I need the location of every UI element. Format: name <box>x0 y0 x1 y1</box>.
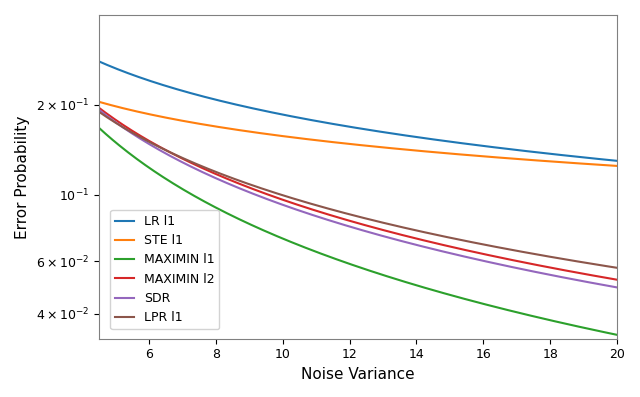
SDR <box>403 240 411 245</box>
MAXIMIN l1 <box>97 127 104 131</box>
LPR l1 <box>403 226 411 231</box>
MAXIMIN l2 <box>403 234 411 239</box>
MAXIMIN l1 <box>402 279 410 284</box>
STE l1 <box>532 158 540 163</box>
LPR l1 <box>97 110 104 115</box>
SDR <box>97 108 104 113</box>
SDR <box>402 240 410 245</box>
MAXIMIN l1 <box>564 322 572 327</box>
SDR <box>532 270 540 274</box>
LR l1 <box>412 135 420 139</box>
MAXIMIN l2 <box>412 236 420 241</box>
Legend: LR l1, STE l1, MAXIMIN l1, MAXIMIN l2, SDR, LPR l1: LR l1, STE l1, MAXIMIN l1, MAXIMIN l2, S… <box>110 210 220 329</box>
MAXIMIN l2 <box>564 269 572 274</box>
SDR <box>412 243 420 247</box>
MAXIMIN l2 <box>95 105 102 110</box>
Line: STE l1: STE l1 <box>99 102 617 166</box>
STE l1 <box>95 99 102 104</box>
Line: LR l1: LR l1 <box>99 61 617 161</box>
Line: LPR l1: LPR l1 <box>99 112 617 268</box>
LR l1 <box>403 133 411 138</box>
LR l1 <box>402 133 410 138</box>
LPR l1 <box>95 109 102 114</box>
STE l1 <box>613 164 621 168</box>
LR l1 <box>532 150 540 154</box>
SDR <box>95 107 102 112</box>
MAXIMIN l2 <box>532 262 540 267</box>
STE l1 <box>97 100 104 104</box>
STE l1 <box>412 148 420 153</box>
LPR l1 <box>532 252 540 256</box>
STE l1 <box>403 147 411 152</box>
Line: MAXIMIN l2: MAXIMIN l2 <box>99 108 617 280</box>
LR l1 <box>564 153 572 158</box>
LPR l1 <box>613 266 621 270</box>
Line: SDR: SDR <box>99 110 617 287</box>
LR l1 <box>613 158 621 163</box>
MAXIMIN l2 <box>97 106 104 111</box>
SDR <box>564 276 572 281</box>
Line: MAXIMIN l1: MAXIMIN l1 <box>99 127 617 335</box>
MAXIMIN l1 <box>403 280 411 285</box>
MAXIMIN l1 <box>95 125 102 130</box>
Y-axis label: Error Probability: Error Probability <box>15 115 30 239</box>
MAXIMIN l1 <box>532 314 540 319</box>
SDR <box>613 285 621 290</box>
LR l1 <box>95 59 102 64</box>
LPR l1 <box>402 225 410 230</box>
STE l1 <box>564 160 572 165</box>
LPR l1 <box>564 258 572 262</box>
MAXIMIN l1 <box>412 283 420 287</box>
MAXIMIN l2 <box>613 278 621 282</box>
MAXIMIN l1 <box>613 332 621 337</box>
X-axis label: Noise Variance: Noise Variance <box>301 367 415 382</box>
MAXIMIN l2 <box>402 233 410 238</box>
LPR l1 <box>412 228 420 233</box>
STE l1 <box>402 147 410 152</box>
LR l1 <box>97 60 104 64</box>
